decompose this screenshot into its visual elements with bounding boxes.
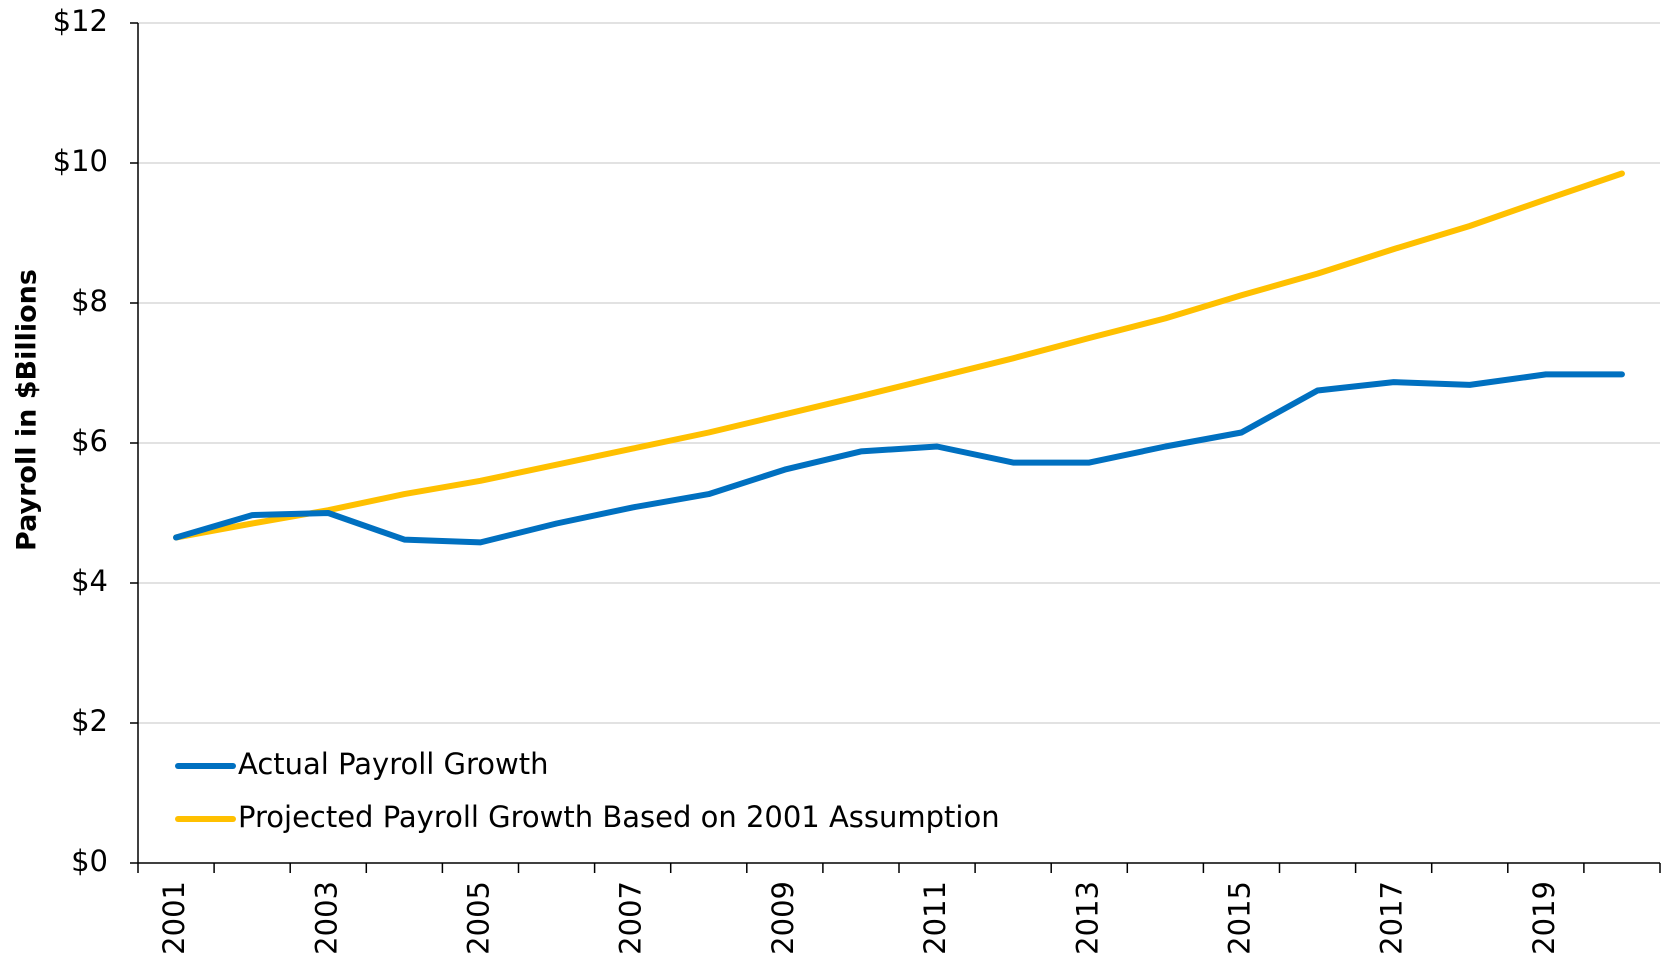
y-axis-title: Payroll in $Billions [12, 269, 43, 551]
x-tick-label: 2009 [766, 881, 800, 955]
series-line [173, 371, 1625, 546]
series-line [173, 170, 1625, 541]
x-tick-label: 2011 [918, 881, 952, 955]
x-tick-label: 2007 [614, 881, 648, 955]
y-tick-label: $8 [71, 284, 108, 318]
x-tick-label: 2019 [1527, 881, 1561, 955]
x-tick-label: 2015 [1222, 881, 1256, 955]
y-tick-label: $4 [71, 564, 108, 598]
x-tick-label: 2001 [157, 881, 191, 955]
x-tick-label: 2017 [1375, 881, 1409, 955]
y-tick-label: $2 [71, 704, 108, 738]
x-tick-label: 2013 [1070, 881, 1104, 955]
x-tick-label: 2003 [309, 881, 343, 955]
y-tick-label: $6 [71, 424, 108, 458]
y-tick-label: $0 [71, 844, 108, 878]
legend-label: Actual Payroll Growth [238, 747, 549, 781]
legend-label: Projected Payroll Growth Based on 2001 A… [238, 800, 1000, 834]
x-tick-label: 2005 [461, 881, 495, 955]
y-tick-label: $12 [53, 4, 108, 38]
y-tick-label: $10 [53, 144, 108, 178]
